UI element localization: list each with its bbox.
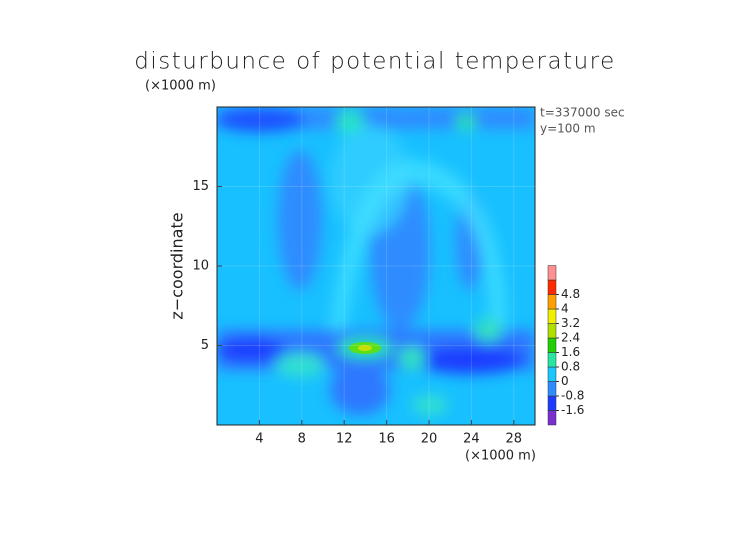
y-tick-label: 15: [192, 179, 209, 194]
y-axis-title: z−coordinate: [168, 212, 187, 319]
colorbar-label: 0.8: [561, 360, 580, 374]
colorbar-label: 2.4: [561, 331, 580, 345]
x-tick-label: 8: [298, 432, 306, 447]
colorbar-box: [547, 410, 557, 426]
colorbar-label: 0: [561, 374, 569, 388]
colorbar-label: -0.8: [561, 389, 584, 403]
colorbar-label: 4.8: [561, 287, 580, 301]
colorbar-label: 1.6: [561, 345, 580, 359]
y-tick-label: 5: [201, 338, 209, 353]
x-tick-label: 28: [506, 432, 523, 447]
x-unit-label: (×1000 m): [465, 449, 536, 464]
colorbar-box: [547, 294, 557, 310]
colorbar-box: [547, 279, 557, 295]
annotation: y=100 m: [540, 122, 596, 136]
contour-field: [217, 107, 535, 425]
colorbar-box: [547, 395, 557, 411]
colorbar-box: [547, 352, 557, 368]
y-unit-label: (×1000 m): [145, 79, 216, 94]
colorbar-box: [547, 323, 557, 339]
colorbar-label: 4: [561, 302, 569, 316]
x-tick-label: 20: [421, 432, 438, 447]
colorbar-box: [547, 381, 557, 397]
colorbar-label: 3.2: [561, 316, 580, 330]
colorbar-box: [547, 337, 557, 353]
x-tick-label: 24: [463, 432, 480, 447]
colorbar-box: [547, 308, 557, 324]
chart-title: disturbunce of potential temperature: [134, 49, 616, 75]
colorbar-box: [547, 265, 557, 281]
colorbar-box: [547, 366, 557, 382]
x-tick-label: 4: [255, 432, 263, 447]
y-tick-label: 10: [192, 259, 209, 274]
x-tick-label: 16: [378, 432, 395, 447]
annotation: t=337000 sec: [540, 106, 625, 120]
x-tick-label: 12: [336, 432, 353, 447]
colorbar-label: -1.6: [561, 403, 584, 417]
